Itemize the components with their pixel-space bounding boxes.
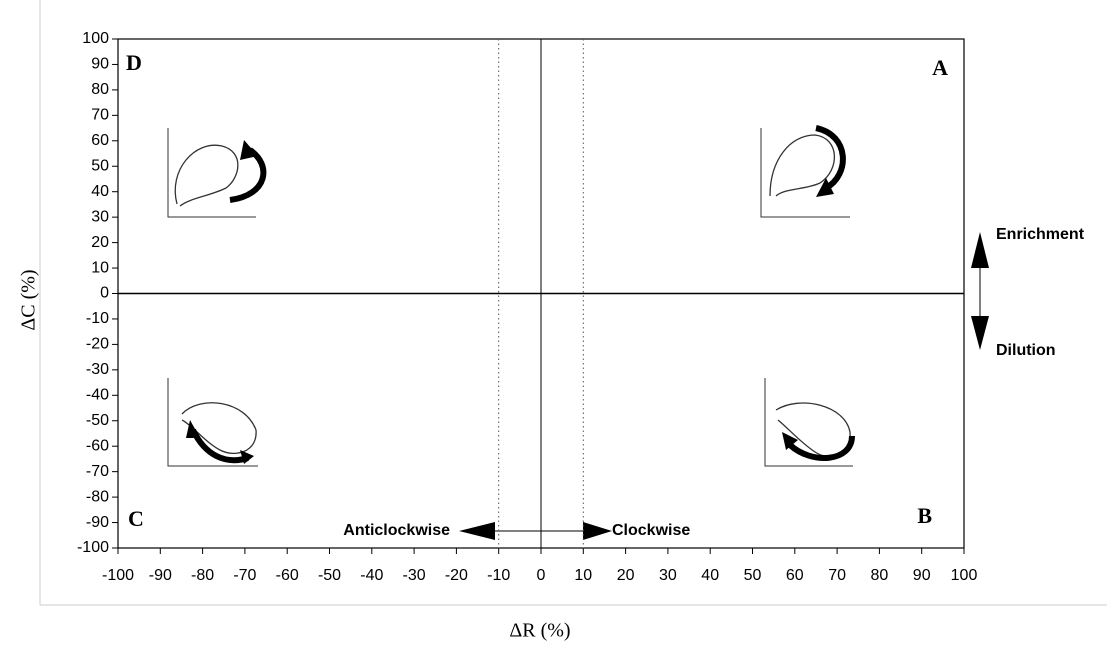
y-tick-label: 0 (100, 285, 109, 302)
x-tick-label: 0 (537, 567, 546, 584)
y-tick-label: 90 (91, 56, 109, 73)
annotation: Anticlockwise (343, 522, 450, 539)
annotation: Clockwise (612, 522, 690, 539)
y-tick-label: -40 (86, 387, 109, 404)
y-tick-label: 30 (91, 208, 109, 225)
quadrant-label: B (917, 503, 932, 528)
y-tick-label: 80 (91, 81, 109, 98)
y-tick-label: 50 (91, 157, 109, 174)
y-tick-label: 70 (91, 107, 109, 124)
x-tick-label: -30 (403, 567, 426, 584)
x-axis-label: ΔR (%) (509, 620, 570, 642)
annotation: Dilution (996, 342, 1056, 359)
x-tick-label: 100 (951, 567, 978, 584)
x-tick-label: 80 (871, 567, 889, 584)
x-tick-label: -60 (276, 567, 299, 584)
x-tick-label: 70 (828, 567, 846, 584)
x-tick-label: 60 (786, 567, 804, 584)
enrichment-dilution-arrow (971, 232, 989, 350)
y-tick-label: -30 (86, 361, 109, 378)
x-tick-label: -50 (318, 567, 341, 584)
y-tick-label: 40 (91, 183, 109, 200)
x-tick-label: 40 (701, 567, 719, 584)
x-tick-label: -80 (191, 567, 214, 584)
x-tick-label: 20 (617, 567, 635, 584)
x-tick-label: -10 (487, 567, 510, 584)
x-tick-label: -40 (360, 567, 383, 584)
x-tick-label: 10 (574, 567, 592, 584)
y-tick-label: -20 (86, 336, 109, 353)
x-tick-label: 30 (659, 567, 677, 584)
y-tick-label: -10 (86, 310, 109, 327)
y-tick-label: 10 (91, 259, 109, 276)
y-tick-label: -50 (86, 412, 109, 429)
y-tick-label: -100 (77, 539, 109, 556)
quadrant-label: C (128, 506, 144, 531)
x-tick-label: -20 (445, 567, 468, 584)
x-tick-label: -70 (233, 567, 256, 584)
y-tick-label: -90 (86, 514, 109, 531)
quadrant-label: D (126, 50, 142, 75)
inset-c (167, 378, 258, 467)
quadrant-label: A (932, 55, 948, 80)
y-tick-label: -80 (86, 488, 109, 505)
x-tick-label: 50 (744, 567, 762, 584)
y-tick-label: 20 (91, 234, 109, 251)
y-tick-label: -60 (86, 437, 109, 454)
y-tick-label: 100 (82, 30, 109, 47)
y-axis-label: ΔC (%) (18, 269, 40, 330)
y-tick-label: 60 (91, 132, 109, 149)
x-tick-label: 90 (913, 567, 931, 584)
annotation: Enrichment (996, 226, 1085, 243)
x-tick-label: -90 (149, 567, 172, 584)
rotation-arrow (459, 522, 612, 540)
inset-d (167, 128, 267, 218)
inset-b (764, 378, 855, 467)
y-tick-label: -70 (86, 463, 109, 480)
inset-a (760, 125, 850, 218)
x-tick-label: -100 (102, 567, 134, 584)
